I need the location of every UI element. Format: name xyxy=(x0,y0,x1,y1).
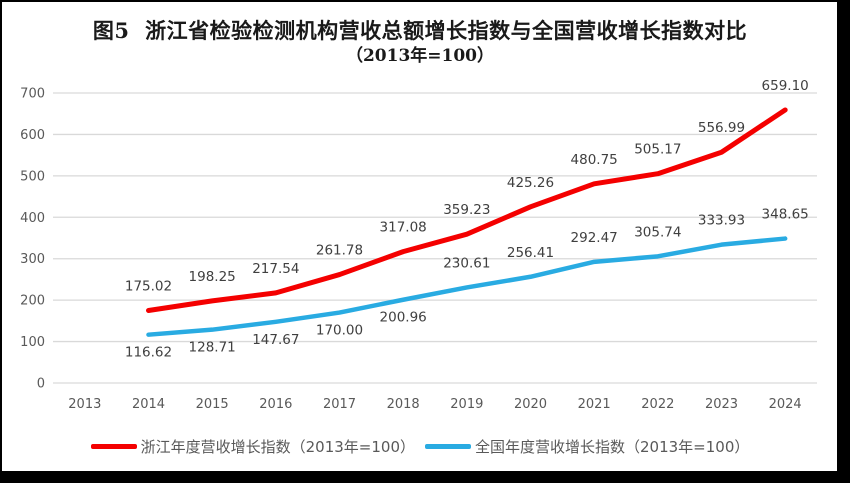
legend-line-red-icon xyxy=(90,443,137,449)
x-tick-label: 2014 xyxy=(132,397,165,412)
chart-subtitle: （2013年=100） xyxy=(345,46,495,66)
data-label-zhejiang-index: 659.10 xyxy=(762,78,809,94)
x-tick-label: 2024 xyxy=(769,397,802,412)
legend-label-zhejiang: 浙江年度营收增长指数（2013年=100） xyxy=(140,437,415,456)
data-label-national-index: 170.00 xyxy=(316,323,363,339)
data-label-zhejiang-index: 425.26 xyxy=(507,175,554,191)
x-tick-label: 2016 xyxy=(259,397,292,412)
chart-legend: 浙江年度营收增长指数（2013年=100） 全国年度营收增长指数（2013年=1… xyxy=(0,436,840,456)
chart-title: 图5 浙江省检验检测机构营收总额增长指数与全国营收增长指数对比 xyxy=(92,18,748,43)
data-label-zhejiang-index: 175.02 xyxy=(125,278,172,294)
y-tick-label: 0 xyxy=(37,377,45,392)
data-label-national-index: 256.41 xyxy=(507,245,554,261)
legend-item-national: 全国年度营收增长指数（2013年=100） xyxy=(425,436,749,457)
series-line-zhejiang-index xyxy=(146,107,788,313)
data-label-national-index: 305.74 xyxy=(634,224,681,240)
x-tick-label: 2023 xyxy=(705,397,738,412)
data-label-zhejiang-index: 317.08 xyxy=(380,220,427,236)
y-tick-label: 100 xyxy=(20,335,45,350)
x-tick-label: 2021 xyxy=(578,397,611,412)
chart-background xyxy=(2,2,837,471)
data-label-zhejiang-index: 505.17 xyxy=(634,142,681,158)
x-tick-label: 2020 xyxy=(514,397,547,412)
x-tick-label: 2017 xyxy=(323,397,356,412)
data-label-zhejiang-index: 261.78 xyxy=(316,243,363,259)
data-label-national-index: 147.67 xyxy=(252,332,299,348)
data-label-national-index: 348.65 xyxy=(762,207,809,223)
legend-line-blue-icon xyxy=(425,443,471,449)
data-label-zhejiang-index: 217.54 xyxy=(252,261,299,277)
legend-label-national: 全国年度营收增长指数（2013年=100） xyxy=(475,437,750,456)
data-label-zhejiang-index: 480.75 xyxy=(571,152,618,168)
y-tick-label: 200 xyxy=(20,294,45,309)
y-tick-label: 700 xyxy=(20,87,45,102)
x-tick-label: 2013 xyxy=(68,397,101,412)
data-label-national-index: 230.61 xyxy=(443,255,490,271)
x-tick-label: 2018 xyxy=(387,397,420,412)
data-label-zhejiang-index: 556.99 xyxy=(698,120,745,136)
x-tick-label: 2022 xyxy=(641,397,674,412)
series-line-national-index xyxy=(146,236,788,337)
data-label-national-index: 128.71 xyxy=(189,340,236,356)
y-tick-label: 500 xyxy=(20,169,45,184)
y-tick-label: 600 xyxy=(20,128,45,143)
legend-item-zhejiang: 浙江年度营收增长指数（2013年=100） xyxy=(90,436,415,457)
x-tick-label: 2019 xyxy=(450,397,483,412)
data-label-national-index: 116.62 xyxy=(125,345,172,361)
data-label-national-index: 200.96 xyxy=(380,310,427,326)
data-label-zhejiang-index: 359.23 xyxy=(443,202,490,218)
x-tick-label: 2015 xyxy=(196,397,229,412)
y-tick-label: 300 xyxy=(20,252,45,267)
y-tick-label: 400 xyxy=(20,211,45,226)
data-label-national-index: 333.93 xyxy=(698,213,745,229)
data-label-national-index: 292.47 xyxy=(571,230,618,246)
data-label-zhejiang-index: 198.25 xyxy=(189,269,236,285)
